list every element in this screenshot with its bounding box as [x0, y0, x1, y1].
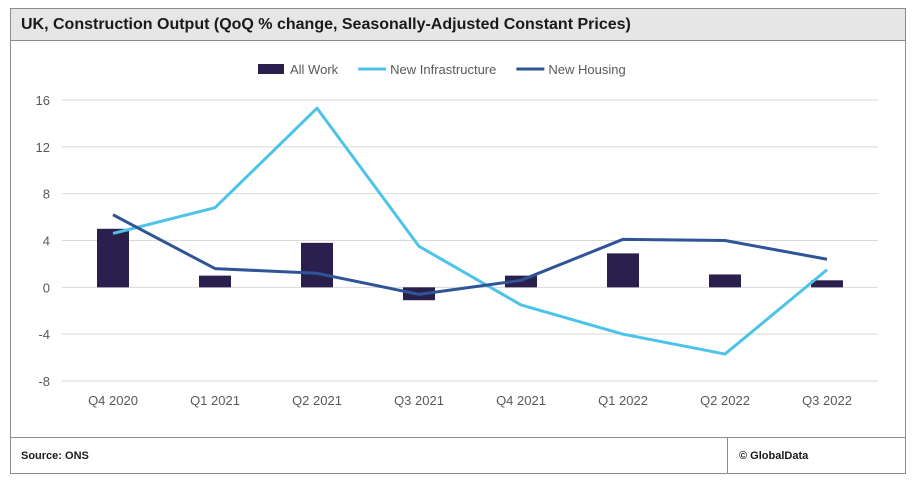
y-tick-label: -8: [38, 374, 50, 389]
source-note: Source: ONS: [21, 450, 89, 462]
x-tick-label: Q2 2021: [292, 393, 342, 408]
x-tick-label: Q4 2021: [496, 393, 546, 408]
line-new-housing: [112, 213, 828, 296]
brand-credit: © GlobalData: [739, 450, 809, 462]
x-tick-label: Q1 2021: [190, 393, 240, 408]
footer-divider: [727, 438, 728, 473]
y-tick-label: 0: [43, 280, 50, 295]
title-bar: UK, Construction Output (QoQ % change, S…: [11, 9, 905, 41]
x-tick-label: Q3 2021: [394, 393, 444, 408]
legend-swatch-bar: [258, 64, 284, 74]
grid-layer: [62, 99, 878, 382]
x-tick-label: Q4 2020: [88, 393, 138, 408]
x-tick-label: Q3 2022: [802, 393, 852, 408]
y-tick-label: 12: [36, 140, 50, 155]
bar-all-work: [97, 228, 129, 288]
line-new-infrastructure: [112, 106, 828, 356]
line-layer: [112, 106, 828, 356]
chart-title: UK, Construction Output (QoQ % change, S…: [21, 16, 631, 33]
bar-all-work: [709, 274, 741, 288]
bar-all-work: [607, 253, 639, 288]
footer: Source: ONS © GlobalData: [11, 437, 905, 473]
x-tick-label: Q2 2022: [700, 393, 750, 408]
bar-layer: [97, 228, 843, 301]
x-tick-label: Q1 2022: [598, 393, 648, 408]
bar-all-work: [811, 280, 843, 288]
tick-layer: 16 12 8 4 0 -4 -8 Q4 2020 Q1 2021 Q2 2021 Q3 2021 Q…: [36, 93, 852, 408]
chart-area: 16 12 8 4 0 -4 -8 Q4 2020 Q1 2021 Q2 2021 Q3 2021 Q…: [36, 62, 878, 408]
y-tick-label: 4: [43, 234, 50, 249]
bar-all-work: [301, 242, 333, 288]
legend-label: New Housing: [548, 62, 625, 77]
legend-label: All Work: [290, 62, 339, 77]
y-tick-label: -4: [38, 327, 50, 342]
y-tick-label: 8: [43, 187, 50, 202]
legend-label: New Infrastructure: [390, 62, 496, 77]
legend: All Work New Infrastructure New Housing: [258, 62, 626, 77]
bar-all-work: [199, 275, 231, 288]
y-tick-label: 16: [36, 93, 50, 108]
